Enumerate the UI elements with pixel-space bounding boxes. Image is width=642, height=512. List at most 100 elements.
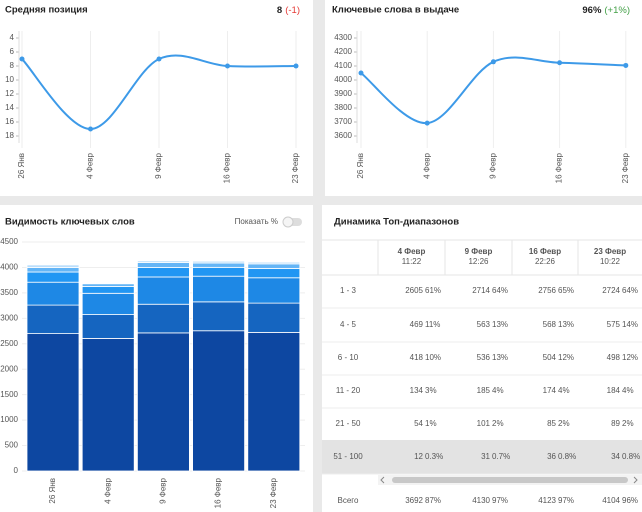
cell-share: 13% <box>492 353 508 362</box>
y-tick-label: 1000 <box>0 415 18 424</box>
point <box>623 62 629 68</box>
column-time: 22:26 <box>535 257 556 266</box>
bar-segment <box>81 338 135 472</box>
bar-segment <box>26 271 80 283</box>
y-tick-label: 4100 <box>334 61 352 70</box>
cell-share: 13% <box>558 320 574 329</box>
y-tick-label: 1500 <box>0 390 18 399</box>
cell-value: 4123 <box>538 496 556 505</box>
cell-share: 65% <box>558 286 574 295</box>
cell-share: 3% <box>425 386 437 395</box>
cell-share: 0.3% <box>425 452 443 461</box>
cell-share: 11% <box>425 320 440 329</box>
cell-value: 2756 <box>538 286 556 295</box>
cell-share: 2% <box>622 419 634 428</box>
bar-segment <box>81 292 135 315</box>
x-tick-label: 16 Февр <box>214 477 223 508</box>
card <box>325 0 642 196</box>
cell-share: 87% <box>425 496 441 505</box>
cell-value: 185 <box>477 386 491 395</box>
bar-segment <box>136 267 190 278</box>
bar-segment <box>247 268 301 279</box>
cell-share: 0.7% <box>492 452 510 461</box>
bar-segment <box>247 277 301 304</box>
y-tick-label: 4000 <box>334 75 352 84</box>
cell-value: 174 <box>543 386 557 395</box>
headline-value: 96% <box>582 5 602 16</box>
point <box>490 59 496 65</box>
scroll-thumb <box>392 477 628 483</box>
bar-segment <box>192 301 246 332</box>
x-tick-label: 23 Февр <box>621 152 630 183</box>
y-tick-label: 0 <box>14 466 19 475</box>
cell-value: 536 <box>477 353 491 362</box>
bar-segment <box>81 282 135 285</box>
point <box>358 70 364 76</box>
x-tick-label: 4 Февр <box>103 477 112 503</box>
cell-value: 563 <box>477 320 491 329</box>
column-date: 16 Февр <box>529 247 561 256</box>
y-tick-label: 3000 <box>0 313 18 322</box>
y-tick-label: 2000 <box>0 364 18 373</box>
headline-value: 8 <box>277 5 282 16</box>
column-time: 10:22 <box>600 257 621 266</box>
bar-segment <box>26 304 80 335</box>
bar-segment <box>192 260 246 264</box>
cell-value: 101 <box>477 419 491 428</box>
bar-segment <box>247 302 301 333</box>
cell-value: 31 <box>481 452 490 461</box>
line <box>360 56 626 125</box>
point <box>88 126 93 132</box>
cell-share: 0.8% <box>622 452 640 461</box>
cell-share: 2% <box>492 419 504 428</box>
bar-segment <box>136 260 190 263</box>
row-label: Всего <box>338 496 360 505</box>
column-date: 9 Февр <box>465 247 493 256</box>
bar-segment <box>136 303 190 334</box>
row-label: 6 - 10 <box>338 353 359 362</box>
x-tick-label: 16 Февр <box>555 152 564 183</box>
cell-share: 97% <box>492 496 508 505</box>
chart-title: Средняя позиция <box>5 5 88 16</box>
cell-value: 54 <box>414 419 423 428</box>
cell-value: 575 <box>607 320 621 329</box>
x-tick-label: 4 Февр <box>86 152 95 178</box>
y-tick-label: 6 <box>10 47 15 56</box>
column-time: 11:22 <box>402 257 422 266</box>
row-label: 4 - 5 <box>340 320 357 329</box>
x-tick-label: 9 Февр <box>489 152 498 178</box>
y-tick-label: 3900 <box>334 89 352 98</box>
cell-value: 4104 <box>602 496 620 505</box>
cell-value: 36 <box>547 452 556 461</box>
y-tick-label: 18 <box>5 131 14 140</box>
y-tick-label: 3600 <box>334 131 352 140</box>
x-tick-label: 26 Янв <box>48 478 57 504</box>
bar-segment <box>136 276 190 305</box>
cell-share: 97% <box>558 496 574 505</box>
scroll-right[interactable] <box>633 476 638 484</box>
cell-share: 64% <box>622 286 638 295</box>
cell-value: 4130 <box>472 496 490 505</box>
cell-value: 504 <box>543 353 557 362</box>
point <box>293 63 299 69</box>
row-label: 21 - 50 <box>336 419 361 428</box>
scroll-left[interactable] <box>380 476 385 484</box>
cell-share: 96% <box>622 496 638 505</box>
y-tick-label: 3700 <box>334 117 352 126</box>
point <box>424 120 430 126</box>
cell-share: 12% <box>558 353 574 362</box>
point <box>557 60 563 66</box>
bar-segment <box>26 333 80 472</box>
x-tick-label: 4 Февр <box>422 152 431 178</box>
cell-value: 2714 <box>472 286 490 295</box>
column-date: 4 Февр <box>398 247 426 256</box>
cell-value: 184 <box>607 386 621 395</box>
bar-segment <box>192 330 246 472</box>
table-title: Динамика Топ-диапазонов <box>334 217 459 228</box>
y-tick-label: 4 <box>10 33 15 42</box>
bar-segment <box>136 332 190 472</box>
bar-segment <box>247 261 301 265</box>
bar-segment <box>81 283 135 287</box>
cell-value: 469 <box>410 320 424 329</box>
